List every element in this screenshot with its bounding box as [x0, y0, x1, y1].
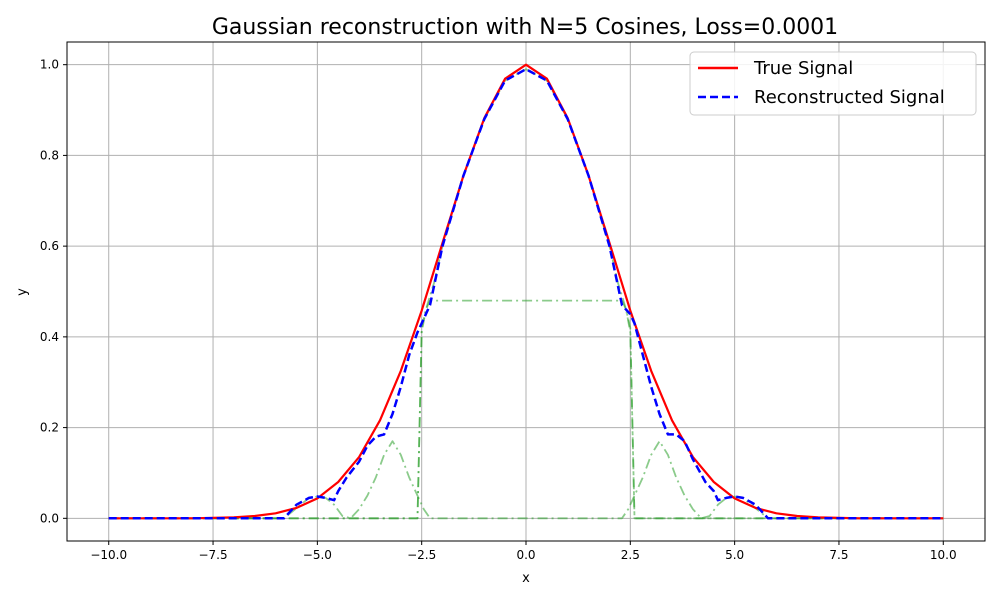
- y-tick-label: 0.0: [40, 511, 59, 525]
- legend-box: [689, 51, 977, 116]
- x-tick-label: 7.5: [829, 548, 848, 562]
- x-tick-label: 10.0: [930, 548, 957, 562]
- y-tick-label: 0.4: [40, 330, 59, 344]
- chart-title: Gaussian reconstruction with N=5 Cosines…: [212, 15, 838, 40]
- x-ticks: −10.0 −7.5 −5.0 −2.5 0.0 2.5 5.0 7.5 10.0: [90, 541, 957, 562]
- series-line-cosine-component: [108, 299, 944, 520]
- legend-label-true-signal: True Signal: [753, 58, 853, 79]
- legend: True Signal Reconstructed Signal: [689, 51, 977, 116]
- x-tick-label: 5.0: [725, 548, 744, 562]
- y-axis-label: y: [15, 288, 30, 296]
- x-tick-label: −10.0: [90, 548, 127, 562]
- y-tick-label: 0.8: [40, 148, 59, 162]
- x-tick-label: −2.5: [407, 548, 436, 562]
- x-tick-label: 0.0: [516, 548, 535, 562]
- x-axis-label: x: [522, 571, 530, 586]
- series-line-reconstructed-signal: [108, 67, 944, 520]
- legend-label-reconstructed-signal: Reconstructed Signal: [754, 87, 945, 108]
- y-tick-label: 0.2: [40, 421, 59, 435]
- series-layer: [108, 63, 944, 520]
- series-line-true-signal: [108, 63, 944, 520]
- y-tick-label: 1.0: [40, 58, 59, 72]
- y-ticks: 0.0 0.2 0.4 0.6 0.8 1.0: [40, 58, 67, 525]
- y-tick-label: 0.6: [40, 239, 59, 253]
- x-tick-label: −5.0: [303, 548, 332, 562]
- grid: [67, 42, 985, 541]
- x-tick-label: 2.5: [621, 548, 640, 562]
- x-tick-label: −7.5: [198, 548, 227, 562]
